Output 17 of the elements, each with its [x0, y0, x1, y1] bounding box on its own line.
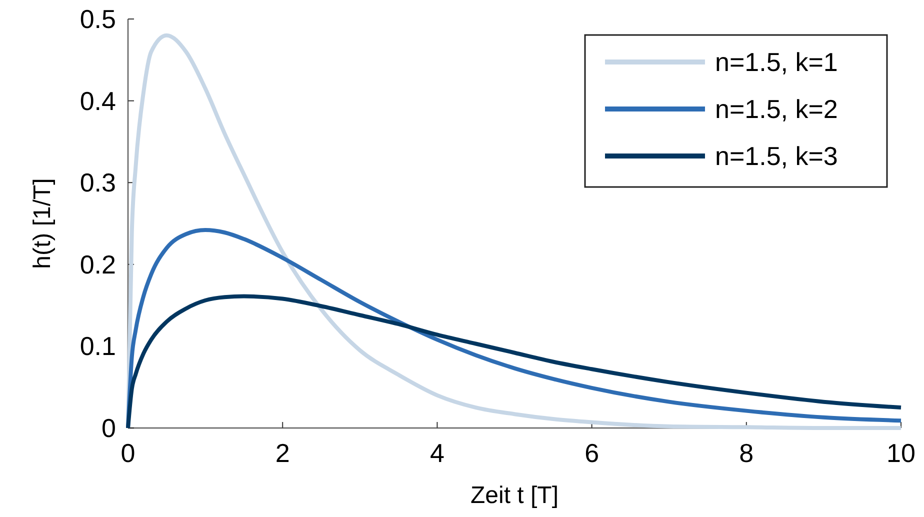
x-tick-label: 0 — [120, 438, 136, 468]
legend-label: n=1.5, k=2 — [715, 94, 838, 124]
y-tick-label: 0.4 — [80, 86, 116, 116]
y-tick-label: 0 — [102, 413, 116, 443]
y-tick-label: 0.3 — [80, 168, 116, 198]
x-axis-title: Zeit t [T] — [470, 482, 559, 509]
x-tick-label: 2 — [275, 438, 290, 468]
y-axis-title: h(t) [1/T] — [29, 178, 56, 269]
x-tick-label: 6 — [584, 438, 600, 468]
x-tick-label: 8 — [739, 438, 754, 468]
x-tick-label: 10 — [886, 438, 916, 468]
y-tick-label: 0.1 — [80, 331, 116, 362]
y-tick-label: 0.5 — [80, 4, 116, 34]
x-tick-label: 4 — [430, 438, 444, 468]
legend-label: n=1.5, k=3 — [715, 141, 838, 171]
legend-label: n=1.5, k=1 — [715, 47, 838, 77]
y-tick-label: 0.2 — [80, 249, 116, 280]
